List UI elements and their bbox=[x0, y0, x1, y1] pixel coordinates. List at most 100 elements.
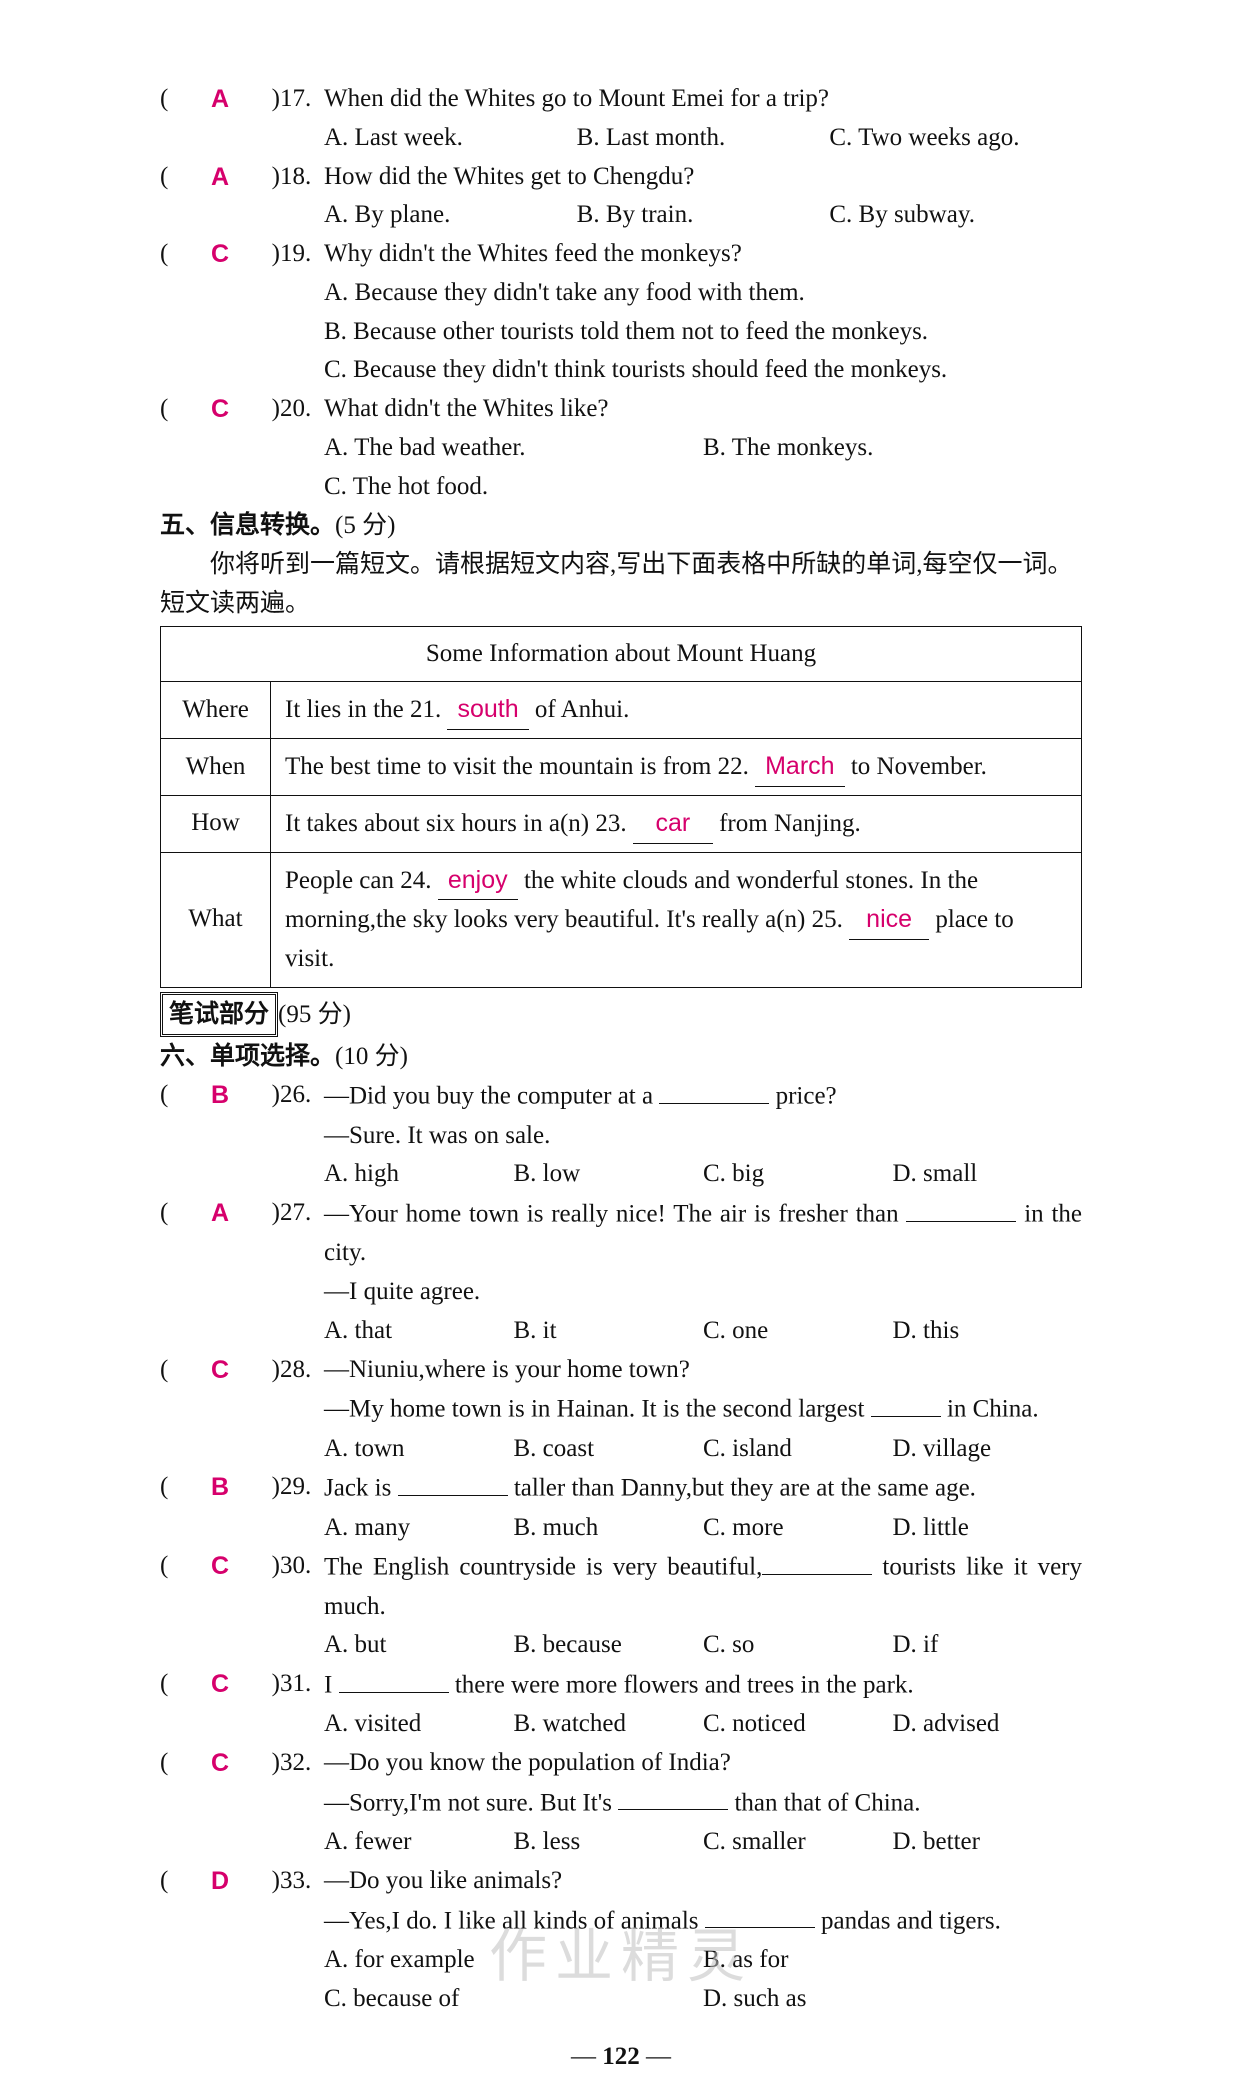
q29-num: 29. bbox=[280, 1468, 324, 1507]
q29-A: A. many bbox=[324, 1509, 514, 1548]
q29-l1: Jack is taller than Danny,but they are a… bbox=[324, 1468, 1082, 1508]
watermark: 作业精灵 bbox=[489, 1912, 753, 2002]
q31-opts: A. visitedB. watchedC. noticedD. advised bbox=[324, 1705, 1082, 1744]
q27-opts: A. thatB. itC. oneD. this bbox=[324, 1312, 1082, 1351]
q32-l2: —Sorry,I'm not sure. But It's than that … bbox=[324, 1783, 1082, 1823]
q30-A: A. but bbox=[324, 1626, 514, 1665]
q26-A: A. high bbox=[324, 1155, 514, 1194]
q26-l2: —Sure. It was on sale. bbox=[324, 1117, 1082, 1156]
q28-A: A. town bbox=[324, 1430, 514, 1469]
q18: (A) 18. How did the Whites get to Chengd… bbox=[160, 158, 1082, 197]
sec6-points: (10 分) bbox=[335, 1043, 408, 1070]
q19-answer: C bbox=[205, 235, 235, 274]
r3b: from Nanjing. bbox=[713, 810, 861, 837]
q33-answer: D bbox=[205, 1862, 235, 1901]
q27-l1a: —Your home town is really nice! The air … bbox=[324, 1201, 906, 1228]
q32-l2b: than that of China. bbox=[728, 1789, 920, 1816]
q26-answer: B bbox=[205, 1076, 235, 1115]
q19-C: C. Because they didn't think tourists sh… bbox=[324, 351, 1082, 390]
q31: (C) 31. I there were more flowers and tr… bbox=[160, 1665, 1082, 1705]
q26-B: B. low bbox=[514, 1155, 704, 1194]
q20-C: C. The hot food. bbox=[324, 468, 1082, 507]
q26-l1a: —Did you buy the computer at a bbox=[324, 1083, 659, 1110]
row-when: The best time to visit the mountain is f… bbox=[271, 739, 1082, 796]
q27-D: D. this bbox=[893, 1312, 1083, 1351]
fill-23: car bbox=[633, 804, 713, 844]
q28-opts: A. townB. coastC. islandD. village bbox=[324, 1430, 1082, 1469]
q27: (A) 27. —Your home town is really nice! … bbox=[160, 1194, 1082, 1273]
q27-l2: —I quite agree. bbox=[324, 1273, 1082, 1312]
q32-D: D. better bbox=[893, 1823, 1083, 1862]
q28-l2: —My home town is in Hainan. It is the se… bbox=[324, 1389, 1082, 1429]
q26-blank bbox=[659, 1076, 769, 1104]
row-where-h: Where bbox=[161, 682, 271, 739]
q31-l1: I there were more flowers and trees in t… bbox=[324, 1665, 1082, 1705]
q32-l1: —Do you know the population of India? bbox=[324, 1744, 1082, 1783]
q18-A: A. By plane. bbox=[324, 196, 577, 235]
q18-B: B. By train. bbox=[577, 196, 830, 235]
row-how: It takes about six hours in a(n) 23. car… bbox=[271, 795, 1082, 852]
q19-num: 19. bbox=[280, 235, 324, 274]
q18-answer: A bbox=[205, 158, 235, 197]
q27-C: C. one bbox=[703, 1312, 893, 1351]
q19-opts: A. Because they didn't take any food wit… bbox=[324, 274, 1082, 390]
q32-A: A. fewer bbox=[324, 1823, 514, 1862]
q33-l2b: pandas and tigers. bbox=[815, 1907, 1001, 1934]
q17-paren: (A) bbox=[160, 80, 280, 119]
written-points: (95 分) bbox=[278, 1001, 351, 1028]
q27-num: 27. bbox=[280, 1194, 324, 1233]
q33-B: B. as for bbox=[703, 1941, 1082, 1980]
q28-C: C. island bbox=[703, 1430, 893, 1469]
q27-A: A. that bbox=[324, 1312, 514, 1351]
q26-num: 26. bbox=[280, 1076, 324, 1115]
fill-25: nice bbox=[849, 900, 929, 940]
q17: (A) 17. When did the Whites go to Mount … bbox=[160, 80, 1082, 119]
q30-l1a: The English countryside is very beautifu… bbox=[324, 1554, 762, 1581]
q26: (B) 26. —Did you buy the computer at a p… bbox=[160, 1076, 1082, 1116]
page: (A) 17. When did the Whites go to Mount … bbox=[0, 0, 1242, 2008]
q31-B: B. watched bbox=[514, 1705, 704, 1744]
q32-B: B. less bbox=[514, 1823, 704, 1862]
r3a: It takes about six hours in a(n) 23. bbox=[285, 810, 633, 837]
q32-l2a: —Sorry,I'm not sure. But It's bbox=[324, 1789, 618, 1816]
q27-answer: A bbox=[205, 1194, 235, 1233]
q19: (C) 19. Why didn't the Whites feed the m… bbox=[160, 235, 1082, 274]
q33: (D) 33. —Do you like animals? bbox=[160, 1862, 1082, 1901]
q30-answer: C bbox=[205, 1547, 235, 1586]
q19-A: A. Because they didn't take any food wit… bbox=[324, 274, 1082, 313]
sec5-intro: 你将听到一篇短文。请根据短文内容,写出下面表格中所缺的单词,每空仅一词。短文读两… bbox=[160, 546, 1082, 624]
q17-B: B. Last month. bbox=[577, 119, 830, 158]
row-where: It lies in the 21. south of Anhui. bbox=[271, 682, 1082, 739]
r1b: of Anhui. bbox=[529, 696, 630, 723]
q26-D: D. small bbox=[893, 1155, 1083, 1194]
written-section: 笔试部分(95 分) bbox=[160, 992, 1082, 1037]
q28-D: D. village bbox=[893, 1430, 1083, 1469]
sec5-title: 五、信息转换。 bbox=[160, 511, 335, 539]
pageno: 122 bbox=[602, 2043, 640, 2070]
q17-answer: A bbox=[205, 80, 235, 119]
q32-blank bbox=[618, 1783, 728, 1811]
q31-blank bbox=[339, 1665, 449, 1693]
q31-A: A. visited bbox=[324, 1705, 514, 1744]
q28-B: B. coast bbox=[514, 1430, 704, 1469]
q30-D: D. if bbox=[893, 1626, 1083, 1665]
q18-C: C. By subway. bbox=[829, 196, 1082, 235]
q19-B: B. Because other tourists told them not … bbox=[324, 313, 1082, 352]
q29-l1b: taller than Danny,but they are at the sa… bbox=[508, 1475, 976, 1502]
q28-l2a: —My home town is in Hainan. It is the se… bbox=[324, 1396, 871, 1423]
fill-21: south bbox=[447, 690, 528, 730]
q26-C: C. big bbox=[703, 1155, 893, 1194]
q30-blank bbox=[762, 1547, 872, 1575]
q26-l1: —Did you buy the computer at a price? bbox=[324, 1076, 1082, 1116]
q17-num: 17. bbox=[280, 80, 324, 119]
q29-blank bbox=[398, 1468, 508, 1496]
r4a: People can 24. bbox=[285, 867, 438, 894]
q18-text: How did the Whites get to Chengdu? bbox=[324, 158, 1082, 197]
row-what: People can 24. enjoy the white clouds an… bbox=[271, 852, 1082, 987]
section5-head: 五、信息转换。(5 分) bbox=[160, 506, 1082, 546]
q29-l1a: Jack is bbox=[324, 1475, 398, 1502]
q20-text: What didn't the Whites like? bbox=[324, 390, 1082, 429]
r2b: to November. bbox=[845, 753, 987, 780]
q28-blank bbox=[871, 1389, 941, 1417]
q31-l1b: there were more flowers and trees in the… bbox=[449, 1672, 914, 1699]
